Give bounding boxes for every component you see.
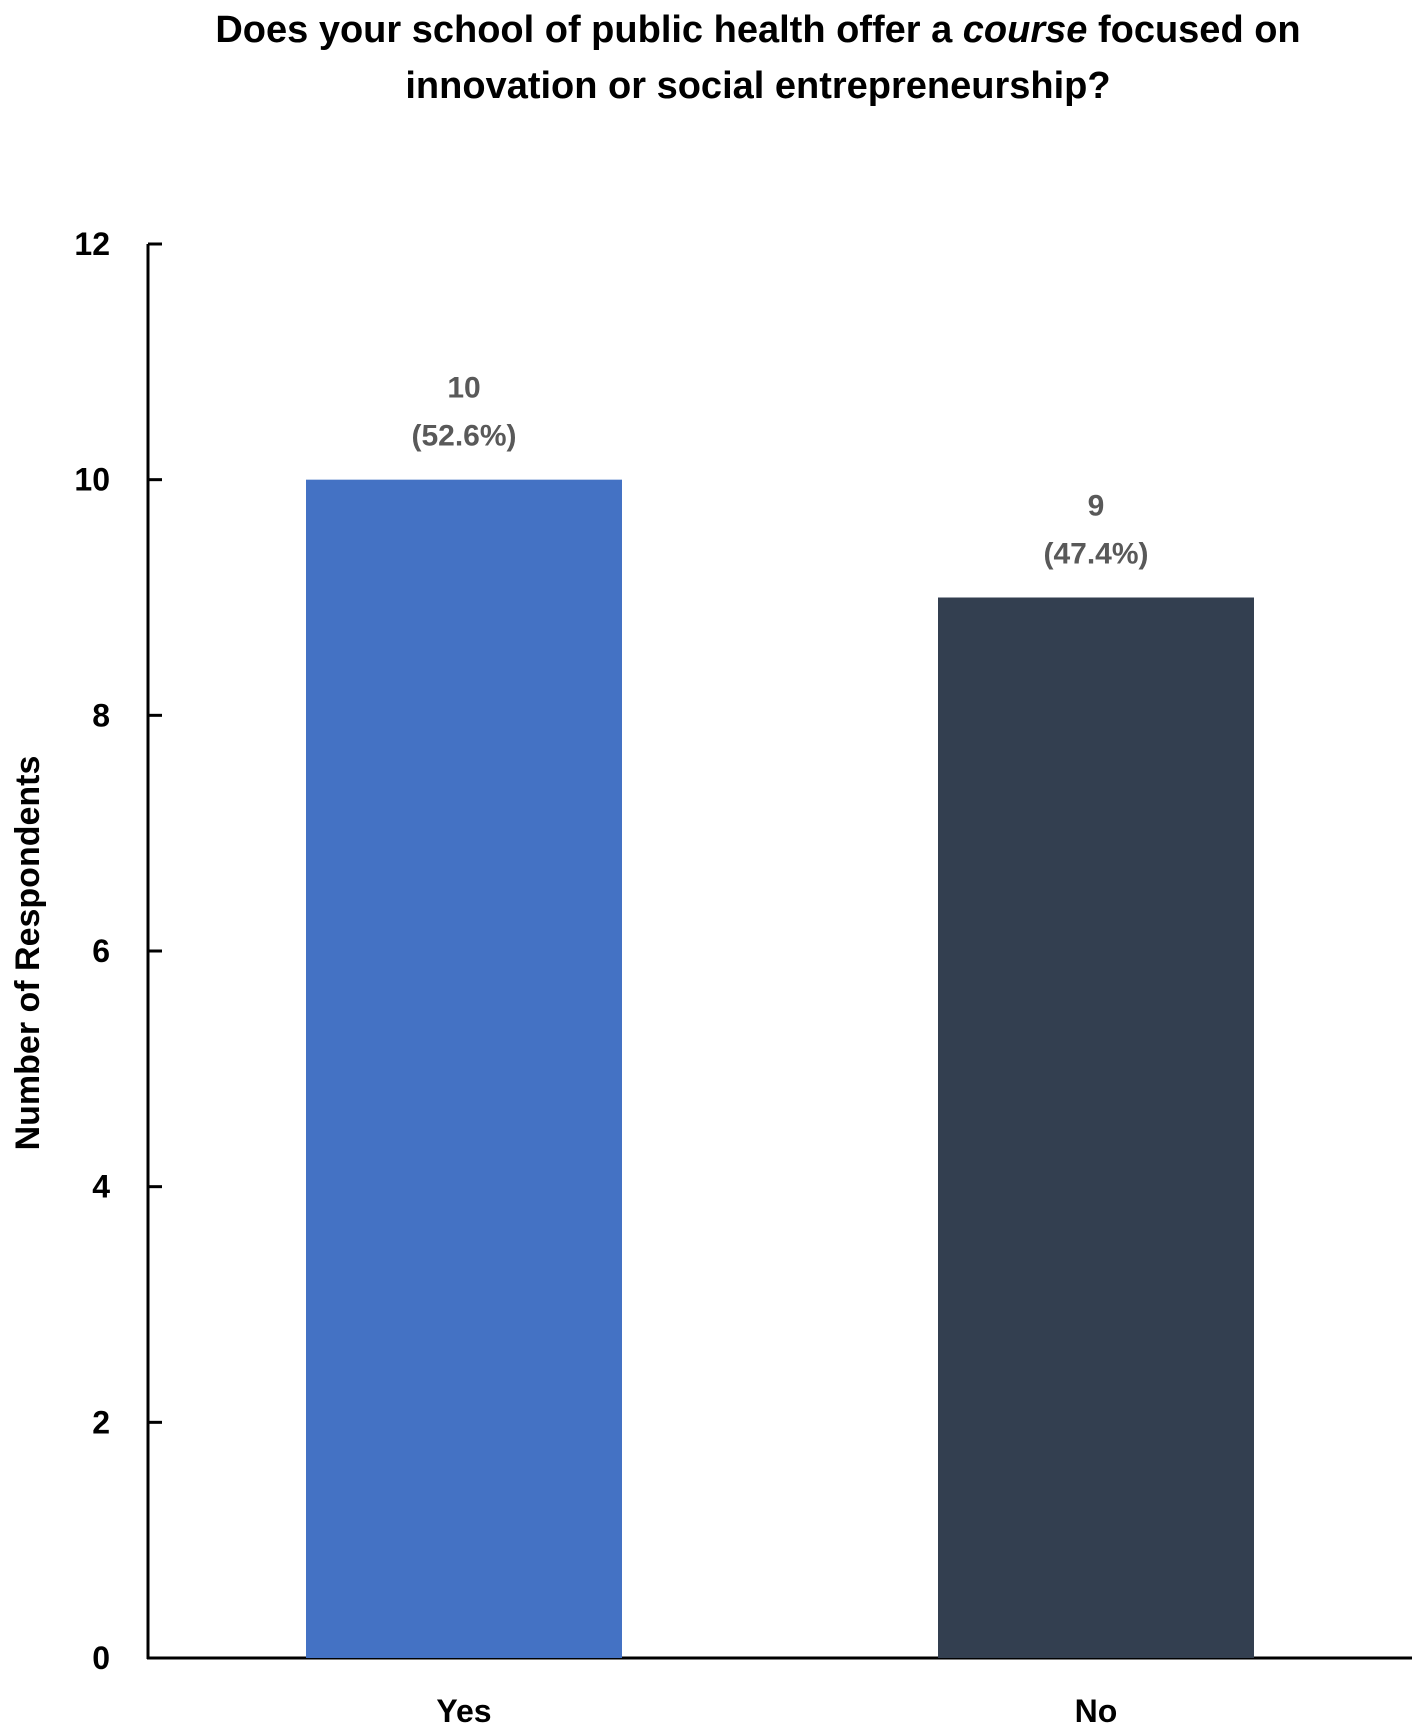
data-label-value: 10 [447,372,480,405]
y-tick-label: 12 [74,226,110,262]
y-tick-label: 10 [74,462,110,498]
title-line-2: innovation or social entrepreneurship? [405,65,1111,107]
x-category-label: Yes [436,1693,491,1729]
bar [938,597,1254,1658]
x-category-label: No [1075,1693,1118,1729]
y-tick-label: 0 [92,1640,110,1676]
data-label-value: 9 [1088,490,1105,523]
data-label-percent: (47.4%) [1043,538,1148,571]
y-tick-label: 8 [92,697,110,733]
y-tick-label: 6 [92,933,110,969]
y-tick-label: 4 [92,1169,110,1205]
title-part-1: Does your school of public health offer … [215,9,963,51]
data-label-percent: (52.6%) [411,420,516,453]
bar [306,479,622,1659]
chart-title: Does your school of public health offer … [150,2,1366,114]
y-tick-label: 2 [92,1404,110,1440]
title-emphasis: course [962,9,1088,51]
title-part-2: focused on [1087,9,1301,51]
